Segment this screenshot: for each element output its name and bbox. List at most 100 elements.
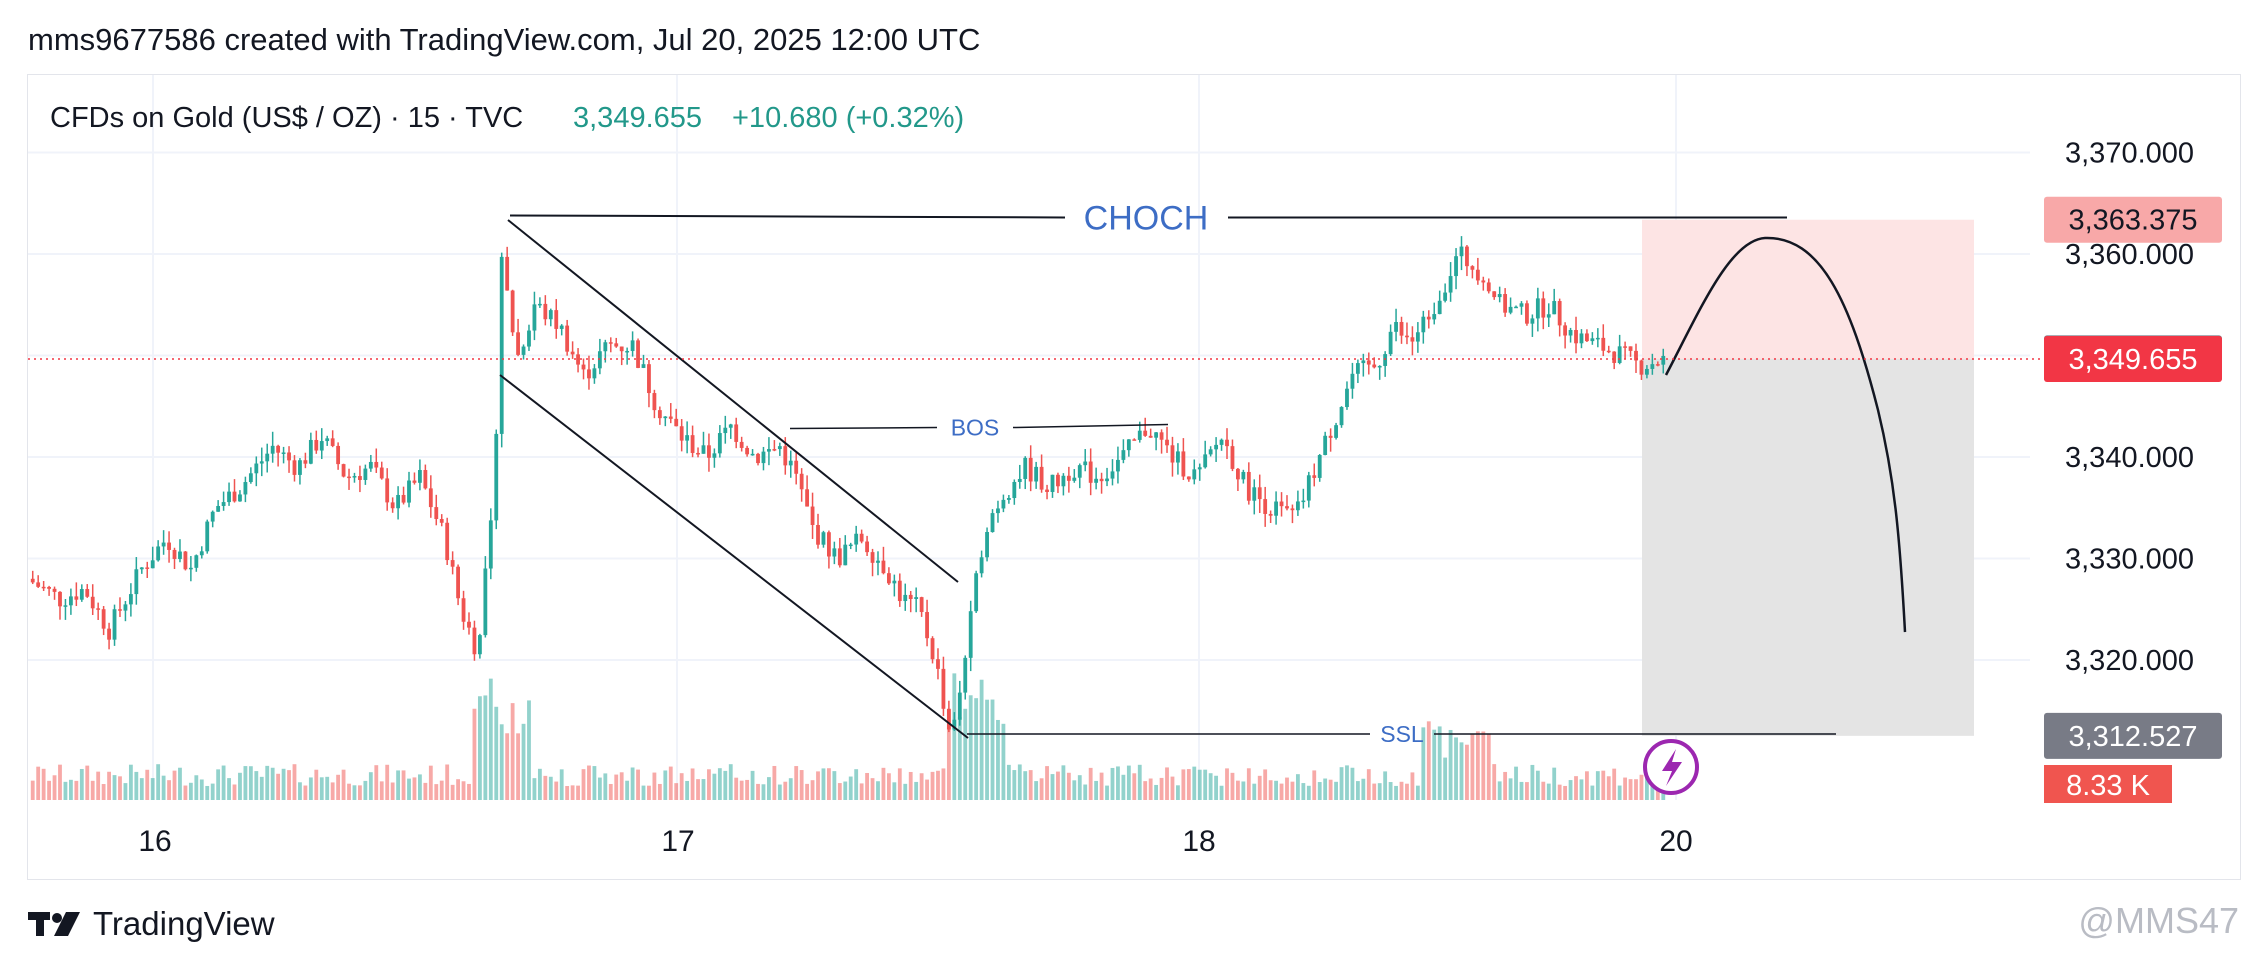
volume-bar [428, 765, 433, 800]
candle-body [587, 369, 591, 379]
volume-bar [1192, 766, 1197, 800]
candle-body [172, 549, 177, 559]
candle-body [347, 476, 351, 479]
volume-bar [625, 780, 630, 800]
candle-body [908, 594, 913, 600]
candle-body [1225, 439, 1229, 447]
candle-body [363, 468, 368, 480]
volume-bar [101, 784, 106, 800]
candle-body [1470, 266, 1475, 270]
volume-bar [298, 782, 302, 800]
candle-body [1246, 471, 1251, 501]
candle-body [1568, 330, 1573, 336]
lightning-alert-icon[interactable] [1643, 739, 1699, 795]
volume-bar [254, 771, 259, 800]
candle-body [903, 594, 908, 602]
volume-bar [423, 782, 428, 800]
candle-body [810, 506, 815, 525]
price-tag-bg [2044, 712, 2222, 759]
volume-bar [1426, 721, 1431, 800]
volume-bar [139, 778, 144, 800]
tradingview-logo[interactable]: TradingView [28, 905, 275, 943]
candle-body [139, 567, 144, 570]
candle-body [483, 568, 488, 636]
volume-bar [1617, 785, 1622, 800]
volume-bar [1366, 769, 1371, 800]
take-profit-zone [1642, 219, 1974, 360]
candle-body [379, 467, 384, 479]
volume-bar [783, 781, 788, 800]
candle-body [445, 522, 450, 561]
candle-body [1121, 450, 1126, 460]
candle-body [1366, 360, 1371, 365]
candle-body [423, 470, 428, 489]
candle-body [1350, 373, 1355, 389]
volume-bar [968, 695, 973, 800]
candle-body [636, 340, 640, 368]
candle-body [1295, 501, 1300, 511]
tradingview-brand-text: TradingView [93, 905, 275, 942]
volume-bar [1295, 774, 1300, 800]
candle-body [58, 591, 62, 607]
candle-body [63, 605, 68, 607]
volume-bar [439, 780, 444, 800]
volume-bar [1045, 766, 1049, 800]
volume-bar [963, 708, 968, 800]
candle-body [696, 452, 700, 455]
candle-body [816, 524, 820, 545]
volume-bar [477, 696, 482, 800]
candle-body [1219, 439, 1224, 445]
candle-body [1110, 471, 1115, 479]
bos-line[interactable] [789, 426, 938, 430]
volume-bar [1645, 766, 1649, 800]
candle-body [979, 557, 984, 574]
price-tag-text: 3,349.655 [2068, 344, 2197, 376]
volume-bar [308, 777, 313, 800]
candle-body [1066, 475, 1071, 481]
candle-body [36, 582, 41, 587]
choch-label: CHOCH [1084, 199, 1209, 237]
candle-body [739, 441, 744, 448]
channel-lower-line[interactable] [499, 374, 969, 739]
volume-bar [745, 779, 750, 800]
volume-bar [941, 768, 946, 800]
candle-body [374, 461, 379, 468]
candle-body [145, 567, 150, 569]
candle-body [941, 668, 946, 709]
volume-bar [756, 783, 760, 800]
projection-arrow-path[interactable] [1664, 236, 1907, 633]
candle-body [1421, 316, 1426, 333]
volume-bar [1159, 777, 1164, 800]
candle-body [1339, 407, 1344, 426]
candle-body [805, 489, 810, 507]
bos-line-right[interactable] [1012, 423, 1169, 429]
candle-body [837, 548, 842, 566]
choch-line[interactable] [509, 214, 1066, 219]
candle-body [401, 494, 406, 503]
candle-body [832, 548, 837, 557]
candle-body [1028, 457, 1033, 482]
volume-bar [1399, 781, 1404, 800]
volume-bar [1088, 767, 1093, 800]
candle-body [161, 542, 166, 547]
volume-bar [150, 778, 155, 800]
candle-body [1257, 487, 1262, 500]
candle-body [368, 461, 373, 469]
channel-upper-line[interactable] [507, 219, 959, 583]
candle-body [52, 588, 57, 592]
volume-bar [946, 709, 951, 800]
candle-body [194, 555, 199, 568]
candle-body [723, 427, 728, 434]
candle-body [385, 478, 390, 503]
candle-body [1590, 338, 1595, 342]
volume-bar [287, 770, 291, 800]
axes: 3,320.000 3,330.000 3,340.000 3,360.000 3,37… [138, 138, 2194, 859]
volume-bar [592, 766, 597, 800]
candle-body [298, 460, 302, 475]
candle-body [1361, 360, 1366, 364]
candle-body [1094, 478, 1099, 483]
candle-body [619, 346, 624, 352]
volume-bar [1595, 771, 1600, 800]
candle-body [1508, 306, 1513, 313]
